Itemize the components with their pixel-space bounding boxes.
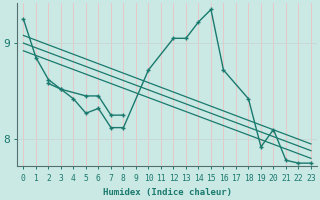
X-axis label: Humidex (Indice chaleur): Humidex (Indice chaleur) <box>103 188 232 197</box>
